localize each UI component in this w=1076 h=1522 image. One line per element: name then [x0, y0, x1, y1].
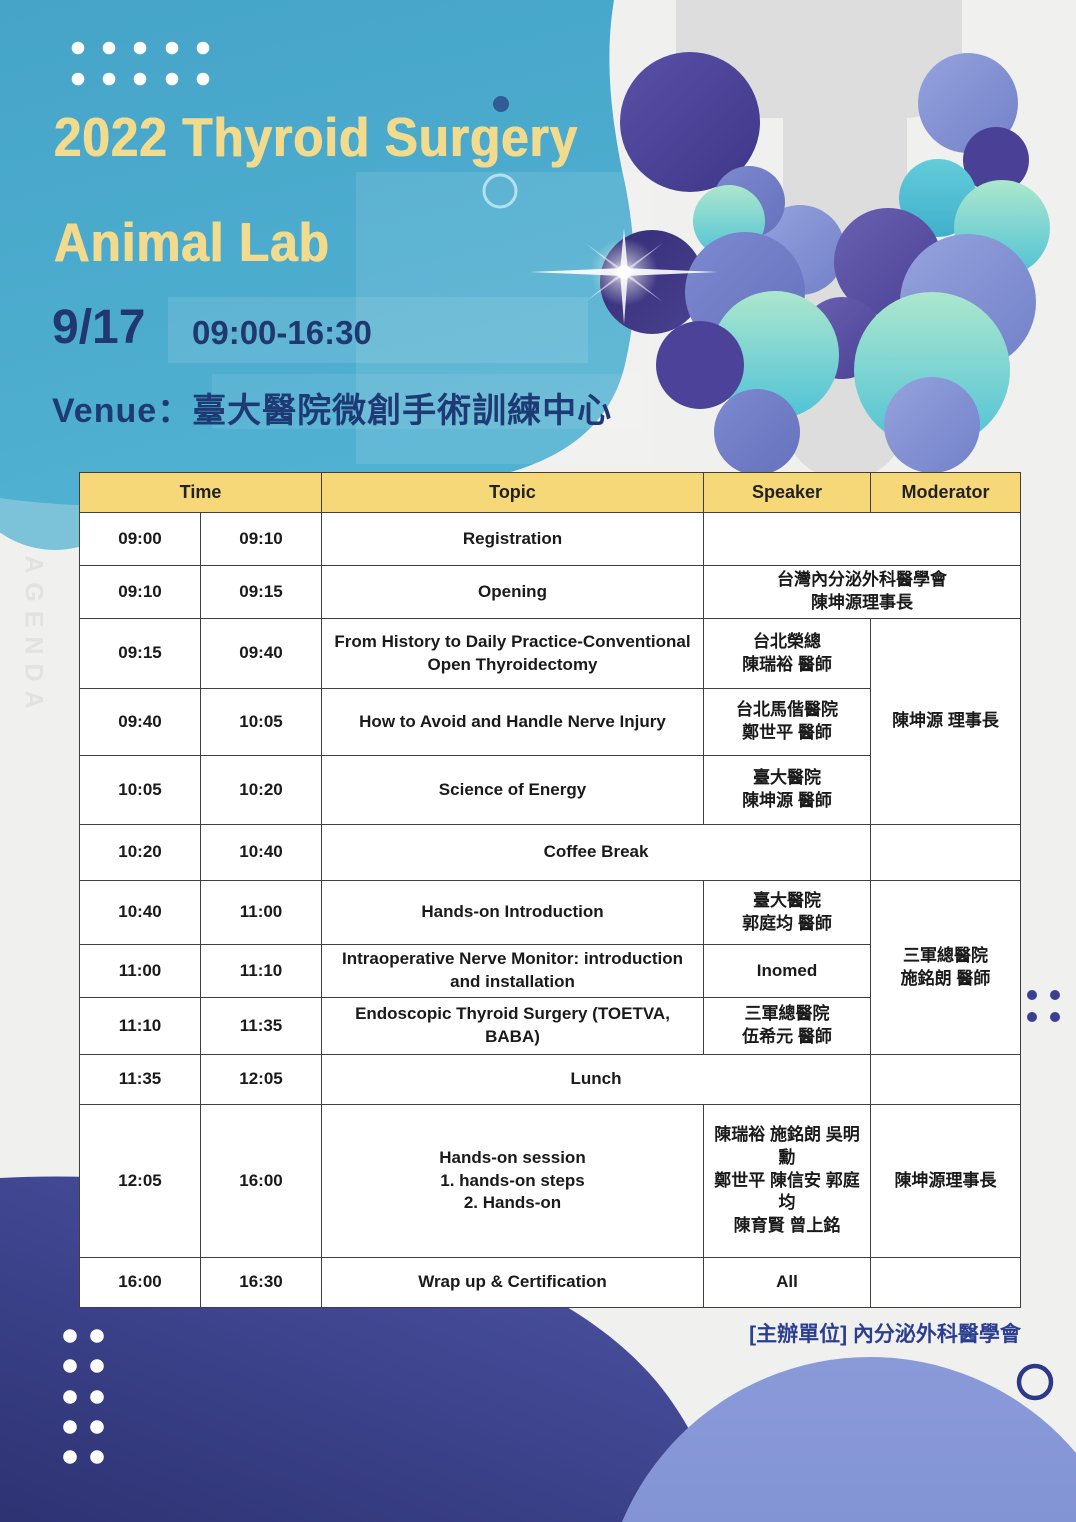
topic-cell: Endoscopic Thyroid Surgery (TOETVA, BABA… [321, 997, 704, 1055]
start-time: 11:35 [79, 1054, 201, 1105]
ring-icon [1016, 1363, 1054, 1401]
topic-cell: Opening [321, 565, 704, 619]
topic-cell: Registration [321, 512, 704, 566]
table-row: 10:05 10:20 Science of Energy 臺大醫院 陳坤源 醫… [79, 755, 1021, 825]
topic-cell: From History to Daily Practice-Conventio… [321, 618, 704, 689]
speaker-cell: 陳瑞裕 施銘朗 吳明勳 鄭世平 陳信安 郭庭均 陳育賢 曾上銘 [703, 1104, 871, 1258]
topic-cell: How to Avoid and Handle Nerve Injury [321, 688, 704, 756]
end-time: 11:35 [200, 997, 322, 1055]
agenda-watermark: AGENDA [19, 555, 48, 718]
header-speaker: Speaker [703, 472, 871, 513]
end-time: 12:05 [200, 1054, 322, 1105]
outline-ring-accent [482, 173, 518, 209]
bubble-cluster [600, 52, 1050, 475]
topic-cell: Hands-on session 1. hands-on steps 2. Ha… [321, 1104, 704, 1258]
start-time: 09:40 [79, 688, 201, 756]
start-time: 09:10 [79, 565, 201, 619]
end-time: 10:40 [200, 824, 322, 881]
moderator-cell: 陳坤源 理事長 [870, 618, 1021, 825]
event-venue: Venue：臺大醫院微創手術訓練中心 [52, 392, 613, 430]
start-time: 10:20 [79, 824, 201, 881]
topic-cell: Intraoperative Nerve Monitor: introducti… [321, 944, 704, 998]
teal-highlight-panels [168, 172, 652, 464]
table-row: 09:15 09:40 From History to Daily Practi… [79, 618, 1021, 825]
start-time: 10:05 [79, 755, 201, 825]
speaker-moderator-cell [703, 512, 1021, 566]
speaker-cell: 臺大醫院 郭庭均 醫師 [703, 880, 871, 945]
periwinkle-bottom-circle [622, 1357, 1076, 1522]
table-row: 16:00 16:30 Wrap up & Certification All [79, 1257, 1021, 1308]
speaker-moderator-cell: 台灣內分泌外科醫學會 陳坤源理事長 [703, 565, 1021, 619]
table-row: 11:10 11:35 Endoscopic Thyroid Surgery (… [79, 997, 1021, 1055]
event-time-range: 09:00-16:30 [192, 314, 372, 351]
dot-grid-top-left [71, 41, 210, 86]
end-time: 10:05 [200, 688, 322, 756]
end-time: 16:00 [200, 1104, 322, 1258]
schedule-table: Time Topic Speaker Moderator 09:00 09:10… [79, 472, 1021, 1308]
end-time: 16:30 [200, 1257, 322, 1308]
start-time: 09:15 [79, 618, 201, 689]
dot-grid-bottom-left [63, 1329, 104, 1464]
end-time: 11:10 [200, 944, 322, 998]
moderator-cell [870, 1054, 1021, 1105]
speaker-cell: 臺大醫院 陳坤源 醫師 [703, 755, 871, 825]
lens-flare [530, 228, 718, 324]
poster-title-line2: Animal Lab [54, 211, 330, 273]
header-time: Time [79, 472, 322, 513]
topic-cell: Hands-on Introduction [321, 880, 704, 945]
speaker-cell: 三軍總醫院 伍希元 醫師 [703, 997, 871, 1055]
table-row: 09:10 09:15 Opening 台灣內分泌外科醫學會 陳坤源理事長 [79, 565, 1021, 619]
table-row: 11:00 11:10 Intraoperative Nerve Monitor… [79, 944, 1021, 998]
moderator-cell: 三軍總醫院 施銘朗 醫師 [870, 880, 1021, 1055]
start-time: 09:00 [79, 512, 201, 566]
navy-dot-accent [493, 96, 509, 112]
header-topic: Topic [321, 472, 704, 513]
table-row: 09:00 09:10 Registration [79, 512, 1021, 566]
speaker-cell: 台北馬偕醫院 鄭世平 醫師 [703, 688, 871, 756]
topic-cell: Wrap up & Certification [321, 1257, 704, 1308]
start-time: 12:05 [79, 1104, 201, 1258]
dot-grid-right [1027, 990, 1060, 1022]
speaker-cell: All [703, 1257, 871, 1308]
topic-cell: Coffee Break [321, 824, 871, 881]
end-time: 10:20 [200, 755, 322, 825]
topic-cell: Science of Energy [321, 755, 704, 825]
end-time: 09:40 [200, 618, 322, 689]
table-row: 10:20 10:40 Coffee Break [79, 824, 1021, 881]
end-time: 09:10 [200, 512, 322, 566]
table-row: 09:40 10:05 How to Avoid and Handle Nerv… [79, 688, 1021, 756]
speaker-cell: Inomed [703, 944, 871, 998]
table-row: 10:40 11:00 Hands-on Introduction 臺大醫院 郭… [79, 880, 1021, 1055]
organizer-footer: [主辦單位] 內分泌外科醫學會 [749, 1323, 1021, 1346]
header-moderator: Moderator [870, 472, 1021, 513]
topic-cell: Lunch [321, 1054, 871, 1105]
poster-title-line1: 2022 Thyroid Surgery [54, 106, 579, 168]
event-date: 9/17 [52, 301, 146, 354]
table-row: 12:05 16:00 Hands-on session 1. hands-on… [79, 1104, 1021, 1258]
start-time: 11:10 [79, 997, 201, 1055]
table-row: 11:35 12:05 Lunch [79, 1054, 1021, 1105]
teal-header-blob [0, 0, 635, 507]
moderator-cell [870, 1257, 1021, 1308]
start-time: 10:40 [79, 880, 201, 945]
end-time: 09:15 [200, 565, 322, 619]
moderator-cell [870, 824, 1021, 881]
end-time: 11:00 [200, 880, 322, 945]
moderator-cell: 陳坤源理事長 [870, 1104, 1021, 1258]
start-time: 16:00 [79, 1257, 201, 1308]
start-time: 11:00 [79, 944, 201, 998]
table-header-row: Time Topic Speaker Moderator [79, 472, 1021, 513]
speaker-cell: 台北榮總 陳瑞裕 醫師 [703, 618, 871, 689]
